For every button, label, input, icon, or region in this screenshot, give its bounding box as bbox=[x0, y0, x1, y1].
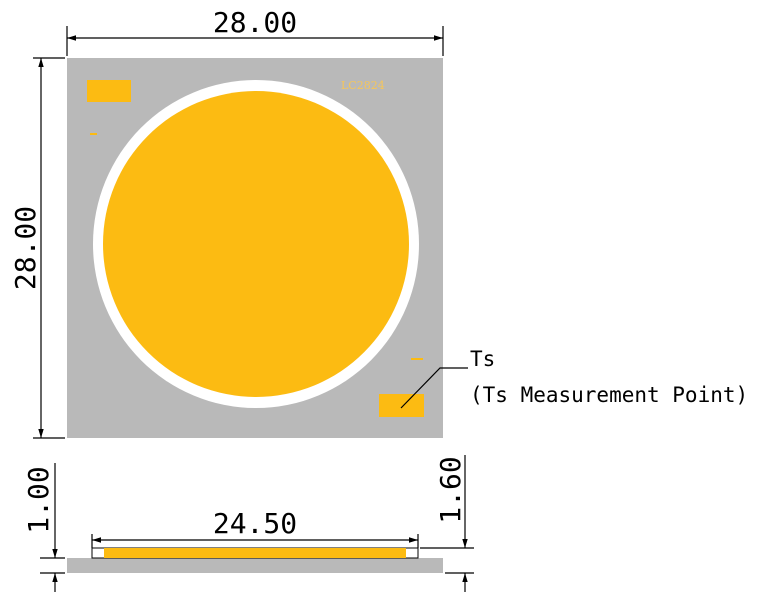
dimension-side-width: 24.50 bbox=[91, 507, 419, 548]
side-view bbox=[67, 547, 443, 573]
part-marking: LC2824 bbox=[341, 79, 385, 92]
pad-top-left bbox=[87, 80, 131, 102]
dimension-label-side-right: 1.60 bbox=[434, 456, 467, 523]
dimension-side-left: 1.00 bbox=[22, 463, 65, 592]
dimension-label-side-width: 24.50 bbox=[213, 507, 297, 540]
dimension-top-width: 28.00 bbox=[66, 6, 444, 56]
emitter-side bbox=[104, 548, 406, 558]
dimension-side-right: 1.60 bbox=[420, 455, 474, 592]
ts-pad bbox=[379, 394, 424, 417]
top-view: LC2824 bbox=[67, 58, 443, 438]
ts-description: (Ts Measurement Point) bbox=[470, 383, 748, 407]
dimension-left-height: 28.00 bbox=[9, 57, 65, 439]
substrate-side bbox=[67, 558, 443, 573]
ts-label: Ts bbox=[470, 347, 495, 371]
dimension-label-top: 28.00 bbox=[213, 6, 297, 39]
emitter-area bbox=[103, 91, 409, 397]
polarity-mark-bottom bbox=[411, 358, 423, 360]
ts-callout: Ts (Ts Measurement Point) bbox=[400, 347, 748, 409]
dimension-label-side-left: 1.00 bbox=[22, 466, 55, 533]
polarity-mark bbox=[90, 133, 97, 135]
dimension-label-left: 28.00 bbox=[9, 206, 42, 290]
